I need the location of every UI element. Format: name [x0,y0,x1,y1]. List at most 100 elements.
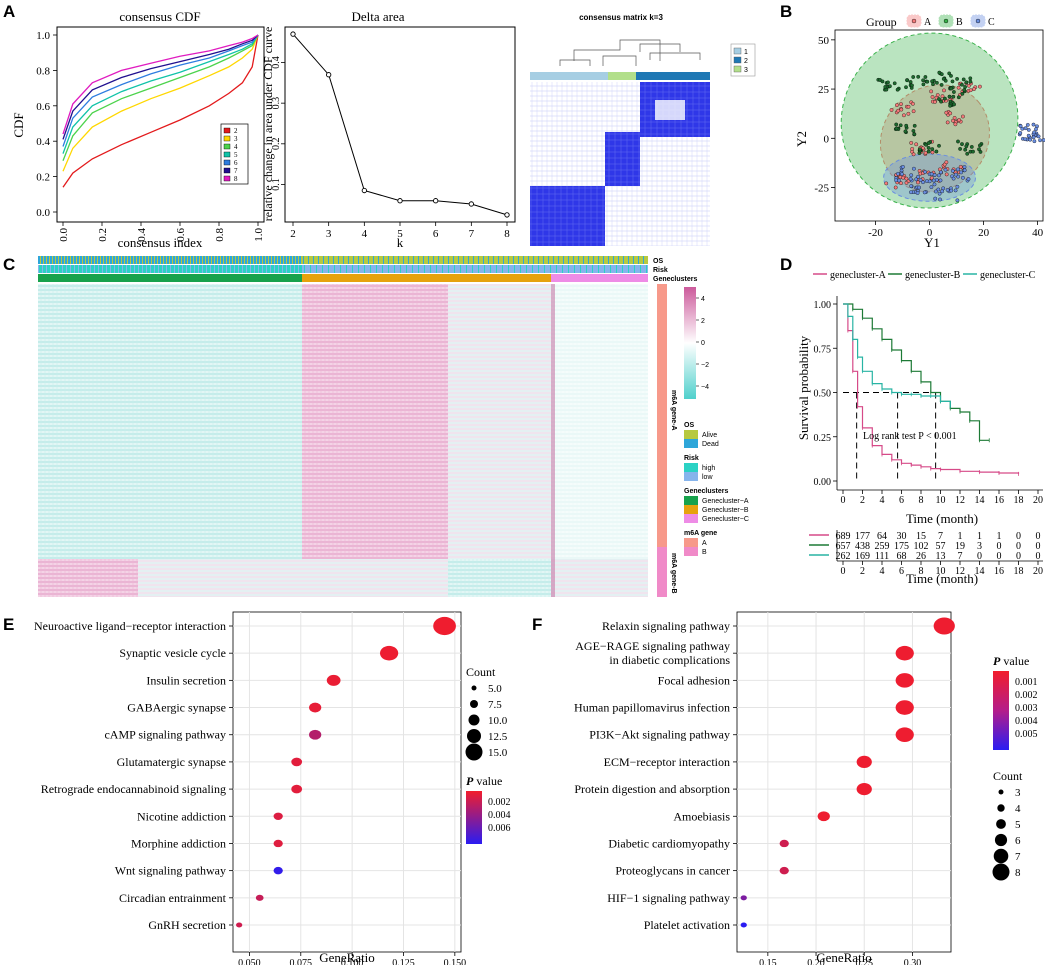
dotplot-dot [433,616,456,636]
delta-plot: 2 3 4 5 6 7 8 0.1 0.2 0.3 0.4 [271,31,510,240]
pca-point-C [931,178,936,183]
risk-table-cell: 0 [997,541,1002,552]
pca-point-B [963,85,967,89]
delta-xtick-label: 6 [433,228,439,240]
risk-table-cell: 177 [855,531,870,542]
cdf-ticks: 0.0 0.2 0.4 0.6 0.8 1.0 0.0 0.2 0.4 0.6 0.8 1.0 [36,30,265,242]
delta-point [468,201,474,207]
kegg-dotplot-E: 0.050 0.075 0.100 0.125 0.150 Neuroactive lig… [34,611,511,965]
pca-point-B [960,82,964,87]
risk-table-cell: 657 [836,541,851,552]
dotplot-legend-count-label: 7.5 [488,699,502,711]
pca-point-A [906,104,911,109]
pca-point-B [912,123,917,128]
km-ytick-label: 0.00 [814,477,832,488]
consensus-block-1 [530,186,605,246]
pca-point-C [1018,131,1023,135]
pca-point-C [909,190,913,195]
pca-point-B [905,78,909,83]
km-xtick-label: 4 [880,495,885,506]
pca-point-A [978,84,982,89]
pca-point-A [953,122,958,127]
delta-xtick-label: 2 [290,228,296,240]
consensus-cluster-bar-2 [636,72,710,80]
cdf-legend-label: 4 [234,143,238,151]
consensus-legend-swatch [733,65,742,73]
dotplot-dot [309,729,322,740]
pca-point-C [950,169,955,173]
legend-item-label: Genecluster−A [702,498,749,505]
dotplot-legend-count-dot [996,819,1006,829]
scale-tick-label: 2 [701,318,705,325]
dotplot-dot [895,700,914,715]
pca-point-B [968,76,973,81]
dotplot-E-frame [232,611,462,953]
pca-point-B [937,143,941,148]
pca-point-C [894,178,898,183]
dotplot-category-label: Proteoglycans in cancer [615,864,730,878]
legend-item-label: Genecluster−B [702,507,749,514]
risk-track-part1 [38,265,302,273]
consensus-cluster-bar-3 [608,72,636,80]
legend-item-label: Dead [702,441,719,448]
km-ytick-label: 0.75 [814,344,832,355]
dotplot-legend-count-label: 8 [1015,867,1021,879]
legend-swatch [684,547,698,556]
cdf-line-k4 [62,34,259,161]
legend-section-title: m6A gene [684,530,717,537]
pca-point-A [944,110,949,115]
pca-point-B [925,79,930,84]
pca-point-B [965,151,970,156]
risk-table-cell: 7 [938,531,943,542]
heatmap-divider-stripe [551,284,555,597]
risk-table-cell: 111 [875,551,889,562]
dotplot-legend-count-label: 7 [1015,851,1021,863]
pca-point-C [937,173,941,178]
pca-point-B [968,79,973,84]
pca-point-B [883,85,888,89]
pca-point-B [930,147,935,151]
pca-point-C [914,177,919,182]
pca-point-B [926,149,931,154]
dotplot-category-label: Glutamatergic synapse [117,755,226,769]
dotplot-legend-p-suffix: value [1000,654,1029,668]
pca-point-C [1025,123,1030,127]
pca-point-A [945,120,950,125]
pca-legend-label: C [988,17,995,28]
pca-point-A [930,150,935,155]
pca-ytick-label: 25 [818,84,830,96]
os-track-part2 [302,256,648,264]
pca-point-B [960,142,964,146]
pca-point-B [937,97,941,101]
risk-table-cell: 1 [977,531,982,542]
pca-point-B [964,80,969,85]
cdf-line-k7 [62,34,259,140]
cdf-lines [62,34,259,188]
pca-legend-dot [975,18,981,24]
dotplot-legend-p-suffix: value [473,774,502,788]
consensus-legend-label: 3 [744,67,748,74]
cdf-xtick-label: 0.2 [97,228,109,242]
scale-tick-label: 4 [701,296,705,303]
risk-table-cell: 64 [877,531,887,542]
pca-xtick-label: 20 [978,227,990,239]
pca-point-B [930,79,934,84]
consensus-matrix: consensus matrix k=3 1 2 3 [530,13,756,246]
dotplot-dot [309,702,322,713]
kegg-dotplot-F: 0.15 0.20 0.25 0.30 Relaxin signaling pathwa… [574,611,1038,965]
risk-table-cell: 0 [1036,541,1041,552]
pca-point-A [884,181,889,186]
pca-point-B [947,71,952,76]
pca-point-A [929,176,934,180]
risk-table-xlabel: Time (month) [906,571,978,586]
dotplot-dot [291,757,303,767]
dotplot-dot [895,727,914,743]
legend-item-label: low [702,474,713,481]
pca-point-B [939,83,944,87]
pca-point-C [927,179,932,184]
legend-item-label: Alive [702,432,717,439]
pca-point-C [933,196,938,201]
scale-tick-label: 0 [701,340,705,347]
pca-point-B [921,78,925,83]
cdf-chart: consensus CDF 0.0 0.2 0.4 0.6 0.8 1.00.00.20.… [11,9,265,250]
